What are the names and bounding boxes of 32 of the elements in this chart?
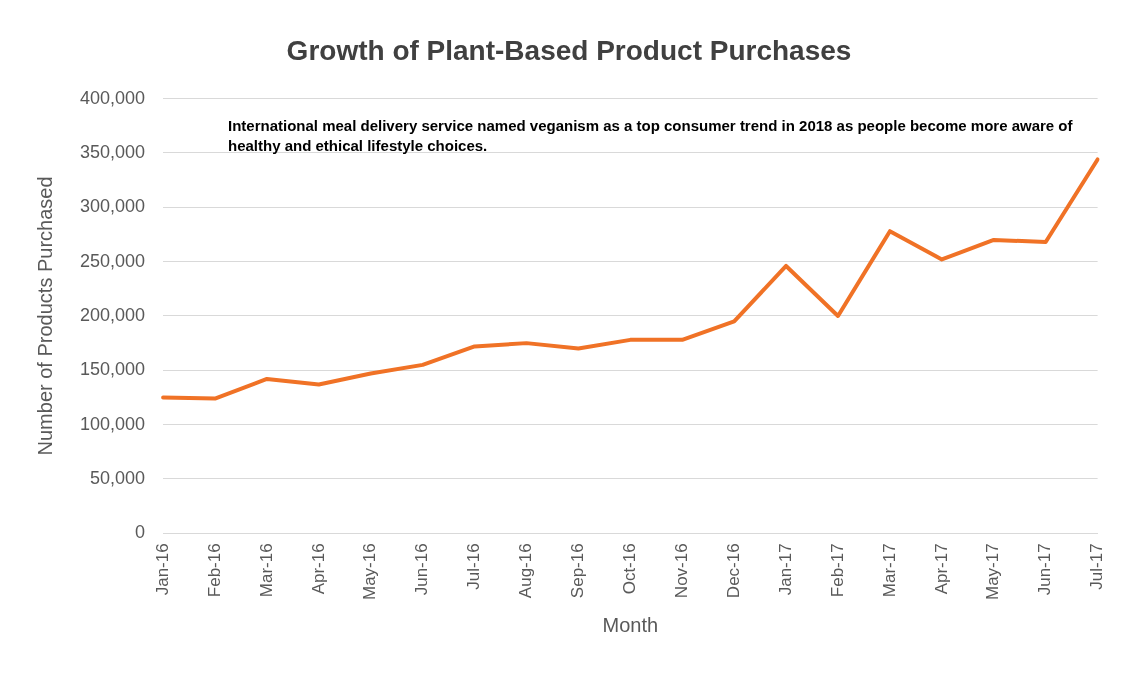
x-tick-label: Jun-16 <box>412 543 432 596</box>
x-tick-label: Jan-16 <box>152 543 172 596</box>
x-tick-label: May-16 <box>360 543 380 600</box>
x-tick-label: Dec-16 <box>723 543 743 599</box>
x-tick-label: Feb-16 <box>204 543 224 598</box>
x-tick-label: Jun-17 <box>1035 543 1055 596</box>
y-tick-label: 150,000 <box>79 359 146 380</box>
x-tick-label: May-17 <box>983 543 1003 600</box>
annotation: International meal delivery service named veganism as a top consumer trend in 2018 as people become more aware of healthy and ethical lifestyle choices. <box>228 116 1074 156</box>
x-tick-label: Sep-16 <box>568 543 588 599</box>
y-tick-label: 50,000 <box>90 467 146 488</box>
x-tick-label: Mar-17 <box>879 543 899 598</box>
x-tick-label: Jan-17 <box>775 543 795 596</box>
x-axis-title: Month <box>602 613 659 636</box>
x-tick-label: Feb-17 <box>827 543 847 598</box>
x-tick-label: Nov-16 <box>671 543 691 599</box>
x-tick-label: Jul-16 <box>464 543 484 590</box>
y-tick-label: 0 <box>135 522 146 543</box>
x-tick-label: Mar-16 <box>256 543 276 598</box>
y-tick-label: 350,000 <box>79 141 146 162</box>
y-tick-label: 300,000 <box>79 196 146 217</box>
y-tick-label: 200,000 <box>79 304 146 325</box>
y-axis-title: Number of Products Purchased <box>33 176 56 456</box>
y-tick-label: 250,000 <box>79 250 146 271</box>
x-tick-label: Jul-17 <box>1087 543 1107 590</box>
chart-title: Growth of Plant-Based Product Purchases <box>286 34 852 66</box>
x-tick-label: Apr-16 <box>308 543 328 595</box>
y-tick-label: 100,000 <box>79 413 146 434</box>
x-tick-label: Aug-16 <box>516 543 536 599</box>
x-tick-label: Apr-17 <box>931 543 951 595</box>
y-tick-label: 400,000 <box>79 87 146 108</box>
x-tick-label: Oct-16 <box>620 543 640 595</box>
